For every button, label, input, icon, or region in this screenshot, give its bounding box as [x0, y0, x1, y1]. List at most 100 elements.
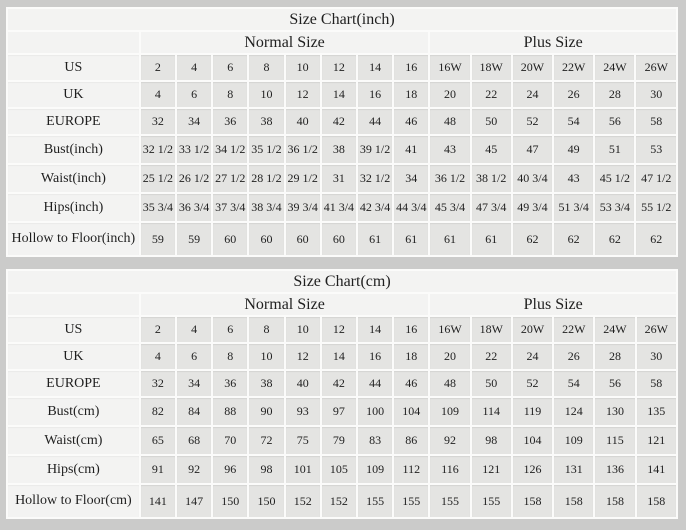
size-chart-inch-table: Size Chart(inch) Normal Size Plus Size US 2 4… — [6, 7, 678, 257]
size-value-cell: 55 1/2 — [636, 194, 676, 221]
size-value-cell: 152 — [321, 485, 356, 517]
size-value-cell: 75 — [285, 427, 320, 454]
size-value-cell: 114 — [471, 398, 511, 425]
size-value-cell: 90 — [249, 398, 284, 425]
size-value-cell: 40 — [285, 109, 320, 134]
size-row: Bust(cm) 82 84 88 90 93 97 100 104 109 114 119 124 13… — [8, 398, 676, 425]
size-value-cell: 61 — [430, 223, 470, 255]
size-value-cell: 56 — [595, 109, 635, 134]
size-value-cell: 86 — [394, 427, 429, 454]
size-value-cell: 28 — [595, 344, 635, 369]
size-value-cell: 33 1/2 — [176, 136, 212, 163]
size-value-cell: 41 3/4 — [321, 194, 356, 221]
size-value-cell: 155 — [358, 485, 393, 517]
size-row: UK 4 6 8 10 12 14 16 18 20 22 24 26 28 30 — [8, 344, 676, 369]
size-value-cell: 4 — [176, 317, 212, 342]
size-value-cell: 38 — [321, 136, 356, 163]
size-value-cell: 59 — [140, 223, 175, 255]
size-value-cell: 34 — [176, 371, 212, 396]
table-gap — [6, 257, 678, 269]
plus-size-header: Plus Size — [430, 32, 676, 53]
size-value-cell: 36 1/2 — [430, 165, 470, 192]
size-value-cell: 61 — [471, 223, 511, 255]
normal-size-header: Normal Size — [140, 294, 429, 315]
row-label: Bust(cm) — [8, 398, 139, 425]
size-value-cell: 98 — [471, 427, 511, 454]
size-value-cell: 155 — [394, 485, 429, 517]
row-label: US — [8, 55, 139, 80]
size-value-cell: 38 3/4 — [249, 194, 284, 221]
size-value-cell: 38 — [249, 371, 284, 396]
size-value-cell: 52 — [512, 371, 553, 396]
size-value-cell: 8 — [249, 317, 284, 342]
size-value-cell: 24W — [595, 55, 635, 80]
size-value-cell: 10 — [249, 82, 284, 107]
size-value-cell: 36 1/2 — [285, 136, 320, 163]
size-row: Hollow to Floor(cm) 141 147 150 150 152 152 155… — [8, 485, 676, 517]
size-value-cell: 6 — [213, 317, 248, 342]
size-value-cell: 155 — [471, 485, 511, 517]
size-value-cell: 26 — [554, 344, 594, 369]
size-value-cell: 121 — [471, 456, 511, 483]
size-value-cell: 16 — [357, 82, 393, 107]
size-value-cell: 50 — [471, 371, 511, 396]
size-value-cell: 62 — [512, 223, 553, 255]
size-value-cell: 83 — [358, 427, 393, 454]
size-value-cell: 24W — [595, 317, 635, 342]
size-value-cell: 101 — [285, 456, 320, 483]
size-row: US 2 4 6 8 10 12 14 16 16W 18W 20W 22W 24W 26W — [8, 317, 676, 342]
size-value-cell: 79 — [321, 427, 356, 454]
size-value-cell: 43 — [430, 136, 470, 163]
size-value-cell: 53 3/4 — [595, 194, 635, 221]
size-value-cell: 150 — [249, 485, 284, 517]
size-value-cell: 42 3/4 — [357, 194, 393, 221]
size-value-cell: 98 — [249, 456, 284, 483]
size-value-cell: 36 — [213, 371, 248, 396]
size-row: UK 4 6 8 10 12 14 16 18 20 22 24 26 28 30 — [8, 82, 676, 107]
row-label: UK — [8, 82, 139, 107]
size-value-cell: 109 — [554, 427, 594, 454]
size-value-cell: 147 — [176, 485, 212, 517]
size-value-cell: 49 — [554, 136, 594, 163]
size-value-cell: 12 — [285, 344, 320, 369]
size-value-cell: 136 — [595, 456, 635, 483]
size-value-cell: 52 — [512, 109, 553, 134]
size-value-cell: 14 — [321, 344, 356, 369]
size-value-cell: 155 — [430, 485, 470, 517]
size-value-cell: 41 — [394, 136, 429, 163]
row-label: Waist(inch) — [8, 165, 139, 192]
size-value-cell: 44 — [358, 371, 393, 396]
table-title: Size Chart(inch) — [8, 9, 676, 30]
size-value-cell: 48 — [430, 109, 470, 134]
size-value-cell: 20 — [430, 82, 470, 107]
size-value-cell: 6 — [176, 344, 212, 369]
size-value-cell: 96 — [213, 456, 248, 483]
plus-size-header: Plus Size — [430, 294, 676, 315]
size-value-cell: 53 — [636, 136, 676, 163]
size-value-cell: 6 — [176, 82, 212, 107]
size-value-cell: 18W — [471, 317, 511, 342]
size-value-cell: 109 — [430, 398, 470, 425]
size-value-cell: 47 — [512, 136, 553, 163]
size-value-cell: 34 1/2 — [213, 136, 248, 163]
size-value-cell: 135 — [636, 398, 676, 425]
size-value-cell: 4 — [140, 82, 175, 107]
size-value-cell: 100 — [358, 398, 393, 425]
size-value-cell: 58 — [636, 109, 676, 134]
size-row: Hips(cm) 91 92 96 98 101 105 109 112 116 121 126 131… — [8, 456, 676, 483]
size-value-cell: 20W — [512, 317, 553, 342]
size-value-cell: 14 — [358, 317, 393, 342]
size-value-cell: 60 — [285, 223, 320, 255]
size-value-cell: 8 — [249, 55, 284, 80]
size-value-cell: 130 — [595, 398, 635, 425]
size-value-cell: 54 — [554, 371, 594, 396]
size-row: EUROPE 32 34 36 38 40 42 44 46 48 50 52 54 56 58 — [8, 371, 676, 396]
size-group-row: Normal Size Plus Size — [8, 32, 676, 53]
size-value-cell: 22W — [554, 317, 594, 342]
size-value-cell: 82 — [140, 398, 175, 425]
corner-cell — [8, 32, 139, 53]
size-value-cell: 14 — [357, 55, 393, 80]
size-value-cell: 47 1/2 — [636, 165, 676, 192]
size-value-cell: 8 — [213, 82, 248, 107]
size-value-cell: 93 — [285, 398, 320, 425]
